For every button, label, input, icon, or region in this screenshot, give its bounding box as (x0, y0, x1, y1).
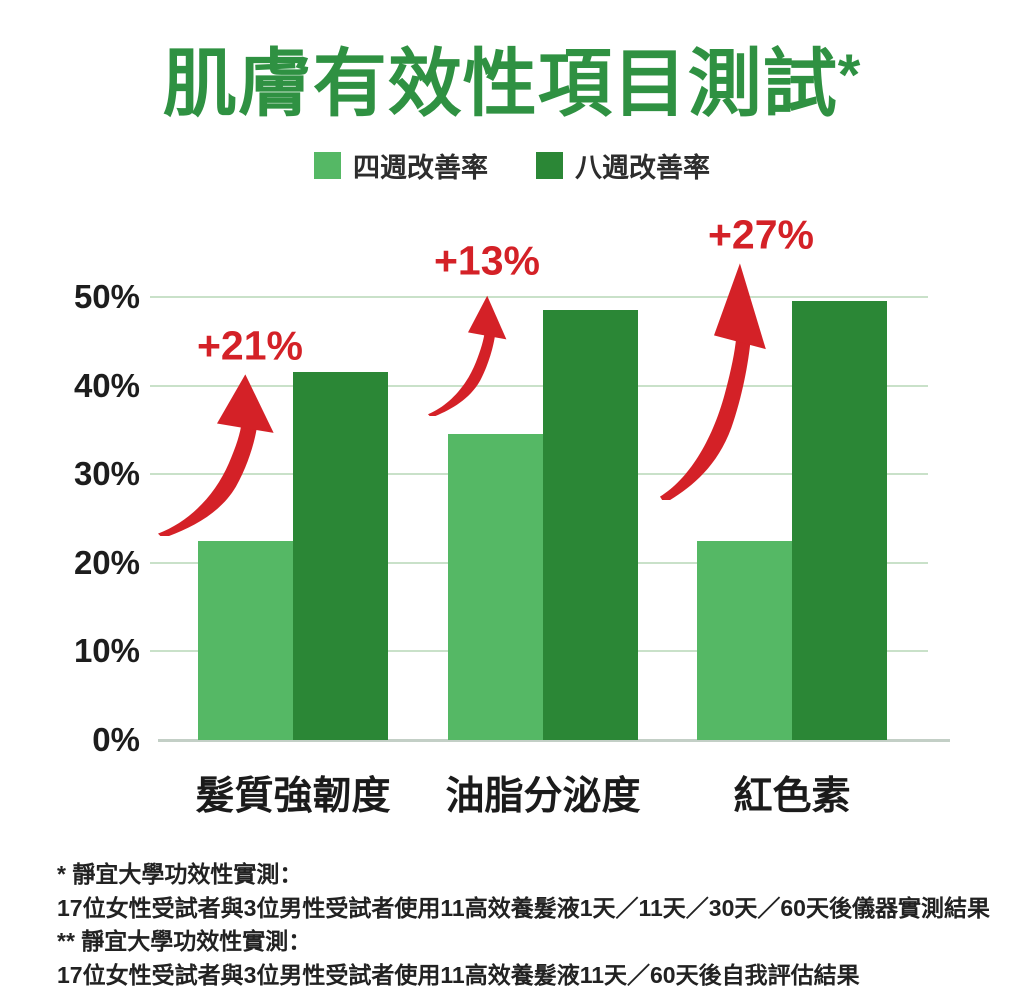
category-label-油脂分泌度: 油脂分泌度 (445, 775, 641, 818)
annotation-label-+13%: +13% (433, 237, 541, 284)
growth-arrow-icon (158, 372, 276, 539)
bar-八週改善率-紅色素 (792, 301, 887, 740)
bar-四週改善率-紅色素 (697, 540, 792, 740)
footnote-line-3: ** 靜宜大學功效性實測： (57, 928, 312, 954)
footnote-line-4: 17位女性受試者與3位男性受試者使用11高效養髮液11天／60天後自我評估結果 (57, 961, 860, 988)
page-title-text: 肌膚有效性項目測試 (162, 42, 838, 125)
y-axis-tick-0%: 0% (92, 721, 140, 758)
bar-四週改善率-髮質強韌度 (198, 540, 293, 740)
legend-swatch-light-green (314, 152, 341, 179)
annotation-label-+21%: +21% (196, 322, 304, 369)
y-axis-tick-50%: 50% (73, 278, 140, 315)
bar-四週改善率-油脂分泌度 (448, 434, 543, 740)
growth-arrow-icon (428, 294, 508, 418)
legend-label-week8: 八週改善率 (575, 153, 710, 183)
bar-八週改善率-髮質強韌度 (293, 372, 388, 740)
legend-label-week4: 四週改善率 (353, 153, 488, 183)
y-axis-tick-30%: 30% (73, 455, 140, 493)
category-label-髮質強韌度: 髮質強韌度 (195, 775, 391, 818)
gridline-40% (150, 384, 928, 387)
legend-swatch-dark-green (536, 152, 563, 179)
annotation-label-+27%: +27% (707, 211, 815, 258)
legend-item-week8: 八週改善率 (536, 146, 710, 185)
y-axis-tick-20%: 20% (73, 543, 140, 581)
legend-item-week4: 四週改善率 (314, 146, 488, 185)
chart-legend: 四週改善率 八週改善率 (0, 146, 1024, 185)
y-axis-tick-10%: 10% (73, 632, 140, 670)
growth-arrow-icon (660, 260, 768, 504)
gridline-0% (158, 739, 950, 742)
title-asterisk: * (837, 43, 862, 108)
gridline-50% (150, 296, 928, 298)
category-label-紅色素: 紅色素 (733, 775, 851, 818)
y-axis-tick-40%: 40% (73, 366, 140, 404)
footnote-line-1: * 靜宜大學功效性實測： (57, 861, 303, 887)
bar-八週改善率-油脂分泌度 (543, 310, 638, 740)
footnote-line-2: 17位女性受試者與3位男性受試者使用11高效養髮液1天／11天／30天／60天後… (57, 894, 990, 921)
page-title: 肌膚有效性項目測試* (0, 24, 1024, 131)
footnotes: * 靜宜大學功效性實測： 17位女性受試者與3位男性受試者使用11高效養髮液1天… (57, 858, 990, 992)
